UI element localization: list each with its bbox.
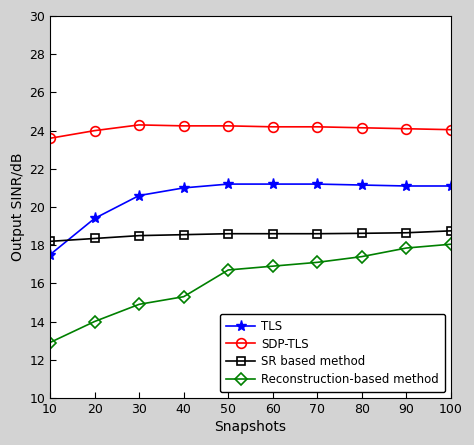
Reconstruction-based method	[181, 294, 186, 299]
SDP-TLS	[359, 125, 365, 130]
TLS	[270, 182, 275, 187]
Reconstruction-based method	[314, 260, 320, 265]
Line: SDP-TLS: SDP-TLS	[45, 120, 456, 143]
SR based method	[91, 236, 97, 241]
Reconstruction-based method	[47, 340, 53, 345]
SDP-TLS	[181, 123, 186, 129]
SDP-TLS	[314, 124, 320, 129]
TLS	[47, 252, 53, 257]
TLS	[448, 183, 454, 189]
SR based method	[225, 231, 231, 236]
Line: Reconstruction-based method: Reconstruction-based method	[46, 240, 455, 347]
SR based method	[403, 230, 409, 235]
Reconstruction-based method	[225, 267, 231, 273]
TLS	[359, 182, 365, 188]
SDP-TLS	[448, 127, 454, 132]
SR based method	[448, 228, 454, 234]
SR based method	[47, 239, 53, 244]
Reconstruction-based method	[359, 254, 365, 259]
SDP-TLS	[91, 128, 97, 134]
SDP-TLS	[270, 124, 275, 129]
TLS	[314, 182, 320, 187]
SDP-TLS	[225, 123, 231, 129]
TLS	[403, 183, 409, 189]
TLS	[136, 193, 142, 198]
SR based method	[359, 231, 365, 236]
SR based method	[181, 232, 186, 237]
Reconstruction-based method	[448, 242, 454, 247]
Reconstruction-based method	[403, 245, 409, 251]
TLS	[181, 185, 186, 190]
SR based method	[136, 233, 142, 238]
SDP-TLS	[403, 126, 409, 131]
TLS	[225, 182, 231, 187]
Reconstruction-based method	[91, 319, 97, 324]
X-axis label: Snapshots: Snapshots	[214, 420, 286, 434]
Line: SR based method: SR based method	[46, 227, 455, 246]
TLS	[91, 216, 97, 221]
Line: TLS: TLS	[45, 178, 456, 260]
Legend: TLS, SDP-TLS, SR based method, Reconstruction-based method: TLS, SDP-TLS, SR based method, Reconstru…	[220, 314, 445, 392]
SR based method	[270, 231, 275, 236]
SR based method	[314, 231, 320, 236]
SDP-TLS	[136, 122, 142, 128]
Y-axis label: Output SINR/dB: Output SINR/dB	[11, 153, 25, 261]
Reconstruction-based method	[136, 302, 142, 307]
SDP-TLS	[47, 136, 53, 141]
Reconstruction-based method	[270, 263, 275, 269]
